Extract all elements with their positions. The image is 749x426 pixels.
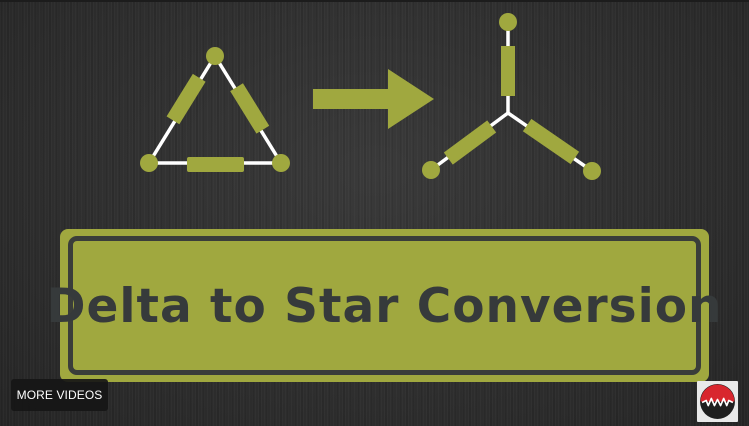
star-node-left <box>422 161 440 179</box>
resistor-left <box>166 73 206 125</box>
node-top <box>206 47 224 65</box>
top-border <box>0 0 749 2</box>
resistor-bottom <box>187 157 244 172</box>
star-node-top <box>499 13 517 31</box>
resistor-star-left <box>443 120 497 165</box>
resistor-star-right <box>522 118 580 165</box>
title-banner: Delta to Star Conversion <box>47 236 722 375</box>
star-node-right <box>583 162 601 180</box>
right-arrow-icon <box>313 69 434 129</box>
more-videos-button[interactable]: MORE VIDEOS <box>11 379 108 411</box>
more-videos-label: MORE VIDEOS <box>16 388 103 402</box>
node-bottom-left <box>140 154 158 172</box>
conversion-diagram <box>140 13 601 180</box>
star-network-icon <box>422 13 601 180</box>
channel-logo-icon <box>700 384 735 419</box>
channel-logo-button[interactable] <box>697 381 738 422</box>
delta-network-icon <box>140 47 290 172</box>
resistor-top <box>501 46 515 96</box>
resistor-right <box>230 83 270 134</box>
video-title: Delta to Star Conversion <box>46 279 723 334</box>
node-bottom-right <box>272 154 290 172</box>
